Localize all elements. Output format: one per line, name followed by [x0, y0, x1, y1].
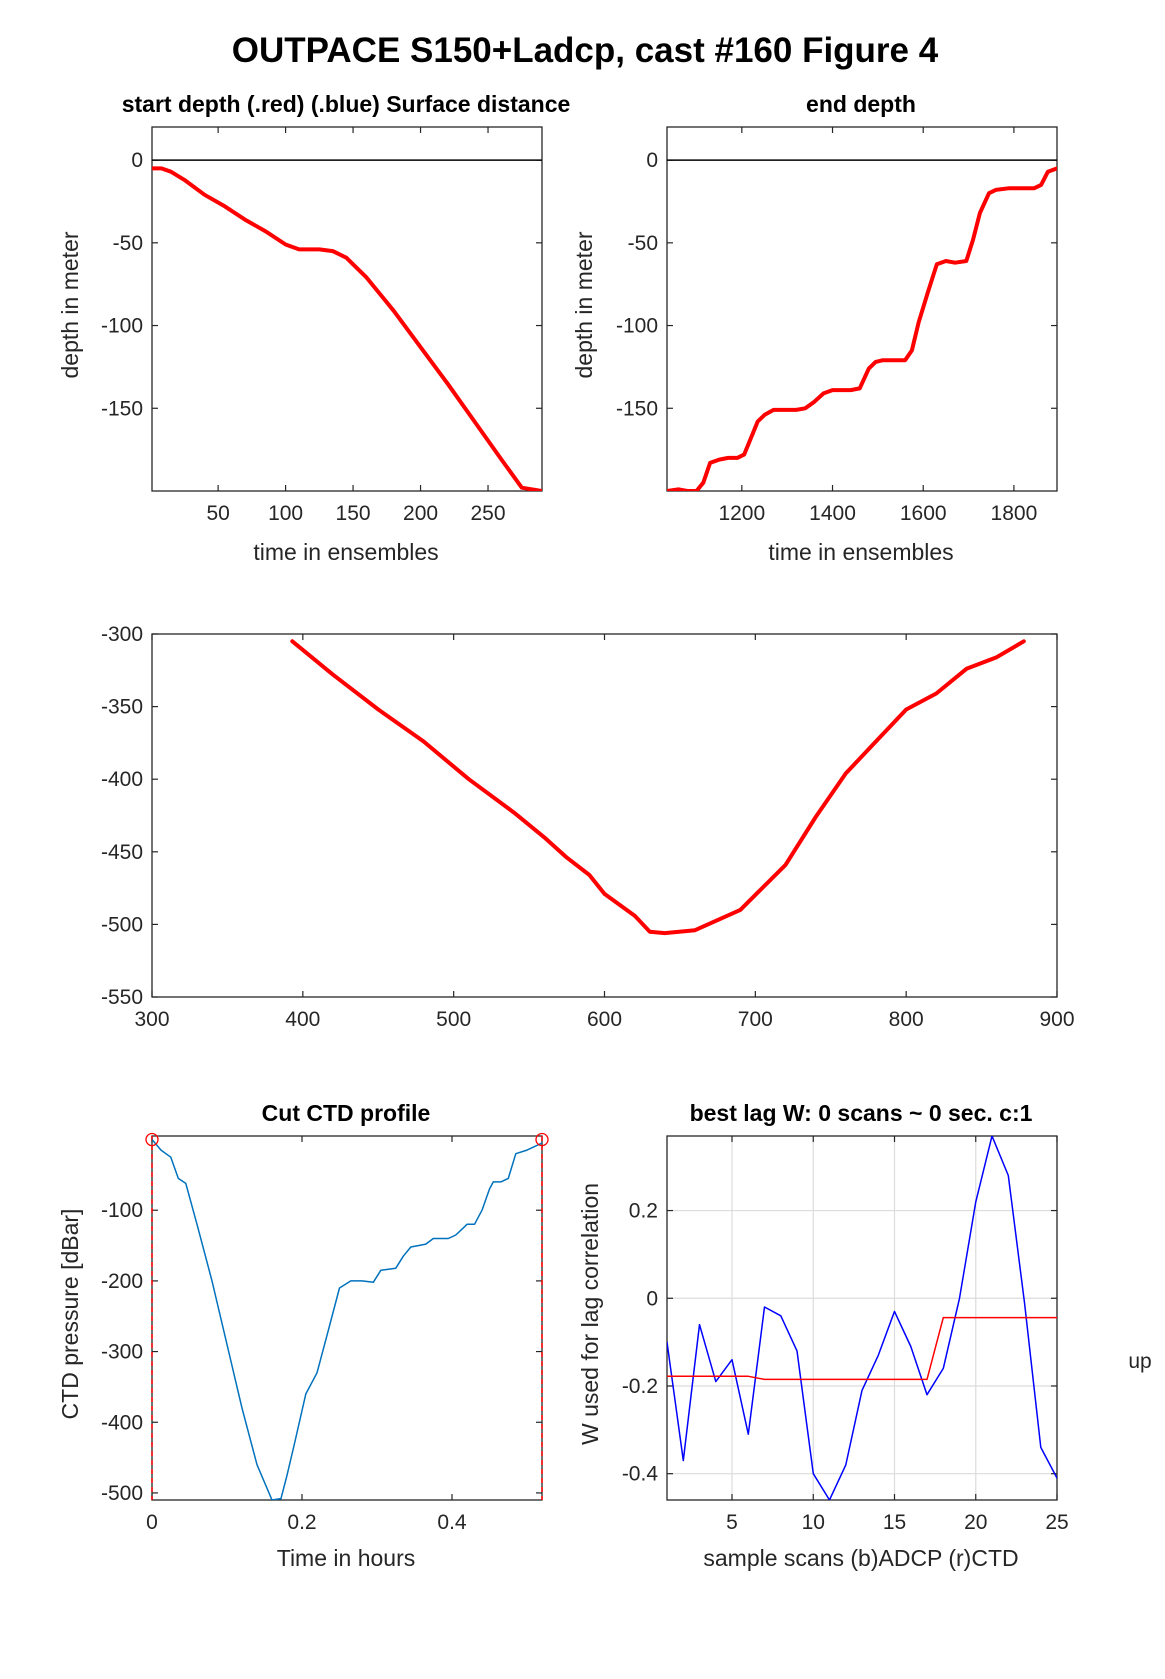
y-tick-label: -100: [616, 315, 658, 338]
y-tick-label: -100: [101, 315, 143, 338]
x-tick-label: 700: [738, 1008, 773, 1031]
y-tick-label: -150: [101, 397, 143, 420]
y-tick-label: 0: [131, 149, 143, 172]
y-tick-label: -150: [616, 397, 658, 420]
y-tick-label: -300: [101, 1341, 143, 1364]
x-tick-label: 500: [436, 1008, 471, 1031]
start-depth-title: start depth (.red) (.blue) Surface dista…: [122, 91, 571, 117]
cut-ctd-ylabel: CTD pressure [dBar]: [57, 1209, 83, 1420]
x-tick-label: 600: [587, 1008, 622, 1031]
y-tick-label: -400: [101, 768, 143, 791]
x-tick-label: 25: [1045, 1511, 1068, 1534]
y-tick-label: -550: [101, 986, 143, 1009]
x-tick-label: 0.2: [287, 1511, 316, 1534]
figure-title: OUTPACE S150+Ladcp, cast #160 Figure 4: [232, 31, 939, 70]
panel-cut-ctd: Cut CTD profile Time in hours CTD pressu…: [57, 1100, 549, 1571]
y-tick-label: -100: [101, 1199, 143, 1222]
y-tick-label: -450: [101, 841, 143, 864]
axes-frame: [666, 126, 1058, 492]
best-lag-ylabel: W used for lag correlation: [577, 1183, 603, 1445]
series-line: [667, 1136, 1057, 1500]
best-lag-xlabel: sample scans (b)ADCP (r)CTD: [703, 1545, 1018, 1571]
y-tick-label: -500: [101, 913, 143, 936]
x-tick-label: 20: [964, 1511, 987, 1534]
x-tick-label: 100: [268, 502, 303, 525]
x-tick-label: 50: [206, 502, 229, 525]
cut-ctd-xlabel: Time in hours: [277, 1545, 415, 1571]
y-tick-label: -400: [101, 1411, 143, 1434]
y-tick-label: -0.2: [622, 1375, 658, 1398]
best-lag-title: best lag W: 0 scans ~ 0 sec. c:1: [690, 1100, 1033, 1126]
series-line: [667, 1316, 1057, 1381]
x-tick-label: 900: [1039, 1008, 1074, 1031]
x-tick-label: 400: [285, 1008, 320, 1031]
cut-marker: [145, 1132, 159, 1147]
y-tick-label: 0: [646, 1287, 658, 1310]
x-tick-label: 5: [726, 1511, 738, 1534]
x-tick-label: 0: [146, 1511, 158, 1534]
y-tick-label: 0.2: [629, 1200, 658, 1223]
series-line: [290, 639, 1026, 936]
panel-depth-profile: 300 400 500 600 700 800 900 -300 -350 -400 -450 -50…: [101, 623, 1075, 1031]
series-line: [152, 166, 542, 491]
y-tick-label: 0: [646, 149, 658, 172]
y-tick-label: -200: [101, 1270, 143, 1293]
y-tick-label: -300: [101, 623, 143, 646]
cut-ctd-title: Cut CTD profile: [262, 1100, 431, 1126]
y-tick-label: -0.4: [622, 1463, 659, 1486]
y-tick-label: -350: [101, 696, 143, 719]
x-tick-label: 300: [134, 1008, 169, 1031]
x-tick-label: 200: [403, 502, 438, 525]
axes-frame: [151, 126, 543, 492]
x-tick-label: 800: [889, 1008, 924, 1031]
x-tick-label: 10: [802, 1511, 825, 1534]
end-depth-xlabel: time in ensembles: [768, 539, 953, 565]
x-tick-label: 1800: [991, 502, 1038, 525]
y-tick-label: -500: [101, 1482, 143, 1505]
x-tick-label: 15: [883, 1511, 906, 1534]
x-tick-label: 1200: [718, 502, 765, 525]
axes-frame: [151, 1135, 543, 1501]
y-tick-label: -50: [628, 232, 658, 255]
x-tick-label: 1400: [809, 502, 856, 525]
cut-marker: [535, 1132, 549, 1147]
y-tick-label: -50: [113, 232, 143, 255]
x-tick-label: 150: [336, 502, 371, 525]
panel-start-depth: start depth (.red) (.blue) Surface dista…: [57, 91, 570, 565]
axes-frame: [151, 633, 1058, 998]
series-line: [152, 1138, 542, 1500]
x-tick-label: 0.4: [437, 1511, 467, 1534]
series-line: [667, 166, 1057, 491]
start-depth-xlabel: time in ensembles: [253, 539, 438, 565]
side-label: up: [1128, 1350, 1151, 1373]
panel-best-lag: best lag W: 0 scans ~ 0 sec. c:1 sample …: [577, 1100, 1069, 1571]
x-tick-label: 250: [470, 502, 505, 525]
start-depth-ylabel: depth in meter: [57, 231, 83, 378]
x-tick-label: 1600: [900, 502, 947, 525]
end-depth-ylabel: depth in meter: [571, 231, 597, 378]
end-depth-title: end depth: [806, 91, 916, 117]
panel-end-depth: end depth time in ensembles depth in met…: [571, 91, 1058, 565]
